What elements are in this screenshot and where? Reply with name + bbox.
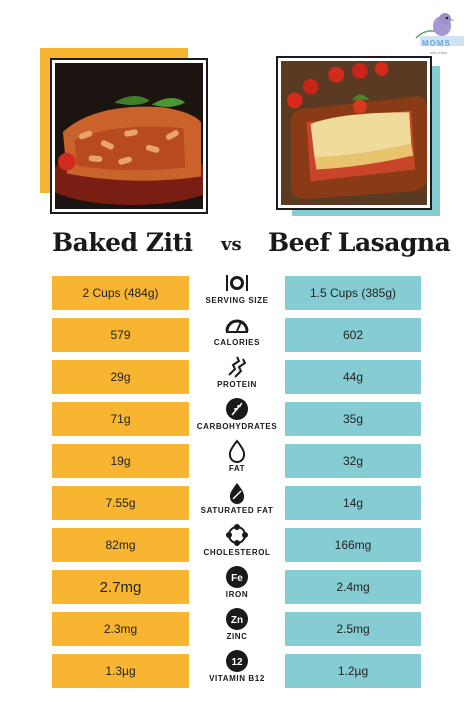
protein-icon [228,356,247,378]
row-calories: 579 CALORIES 602 [0,318,474,352]
vitamin-b12-header: 12 VITAMIN B12 [195,649,279,693]
serving-size-header: SERVING SIZE [195,271,279,315]
baked-ziti-serving-size: 2 Cups (484g) [52,276,189,310]
row-zinc: 2.3mg Zn ZINC 2.5mg [0,608,474,646]
vitamin-b12-icon: 12 [226,650,248,672]
beef-lasagna-serving-size: 1.5 Cups (385g) [285,276,421,310]
calories-label: CALORIES [213,338,261,347]
beef-lasagna-carbohydrates: 35g [285,402,421,436]
baked-ziti-carbohydrates: 71g [52,402,189,436]
baked-ziti-fat: 19g [52,444,189,478]
fat-label: FAT [228,464,246,473]
row-carbohydrates: 71g CARBOHYDRATES 35g [0,398,474,436]
carbohydrates-header: CARBOHYDRATES [195,397,279,441]
row-protein: 29g PROTEIN 44g [0,356,474,394]
calories-header: CALORIES [195,313,279,357]
saturated-fat-header: SATURATED FAT [195,481,279,525]
beef-lasagna-zinc: 2.5mg [285,612,421,646]
serving-size-label: SERVING SIZE [205,296,269,305]
versus-label: vs [221,234,242,255]
zinc-symbol: Zn [231,615,243,626]
right-food-title: Beef Lasagna [268,228,451,257]
saturated-fat-drop-icon [229,483,245,504]
vitamin-b12-symbol: 12 [231,657,243,668]
row-saturated-fat: 7.55g SATURATED FAT 14g [0,483,474,520]
iron-symbol: Fe [231,573,243,584]
zinc-label: ZINC [226,632,248,641]
brand-tagline: who think [430,50,447,55]
iron-icon: Fe [226,566,248,588]
beef-lasagna-fat: 32g [285,444,421,478]
baked-ziti-calories: 579 [52,318,189,352]
zinc-icon: Zn [226,608,248,630]
gauge-icon [225,319,249,333]
saturated-fat-label: SATURATED FAT [200,506,274,515]
left-food-title: Baked Ziti [52,228,193,257]
cholesterol-header: CHOLESTEROL [195,523,279,567]
baked-ziti-protein: 29g [52,360,189,394]
beef-lasagna-photo [276,56,432,210]
baked-ziti-photo [50,58,208,214]
baked-ziti-iron: 2.7mg [52,570,189,604]
cholesterol-icon [226,524,248,546]
vitamin-b12-label: VITAMIN B12 [209,674,265,683]
beef-lasagna-protein: 44g [285,360,421,394]
beef-lasagna-cholesterol: 166mg [285,528,421,562]
baked-ziti-cholesterol: 82mg [52,528,189,562]
fork-knife-plate-icon [226,275,248,291]
row-iron: 2.7mg Fe IRON 2.4mg [0,566,474,604]
beef-lasagna-vitamin-b12: 1.2µg [285,654,421,688]
zinc-header: Zn ZINC [195,607,279,651]
iron-header: Fe IRON [195,565,279,609]
wheat-icon [226,398,248,420]
beef-lasagna-calories: 602 [285,318,421,352]
baked-ziti-saturated-fat: 7.55g [52,486,189,520]
fat-drop-icon [228,439,246,463]
protein-label: PROTEIN [217,380,257,389]
fat-header: FAT [195,439,279,483]
beef-lasagna-iron: 2.4mg [285,570,421,604]
cholesterol-label: CHOLESTEROL [203,548,271,557]
baked-ziti-zinc: 2.3mg [52,612,189,646]
brand-name: MOMS [422,39,451,48]
baked-ziti-vitamin-b12: 1.3µg [52,654,189,688]
row-fat: 19g FAT 32g [0,439,474,478]
row-serving-size: 2 Cups (484g) SERVING SIZE 1.5 Cups (385… [0,275,474,310]
beef-lasagna-saturated-fat: 14g [285,486,421,520]
protein-header: PROTEIN [195,355,279,399]
iron-label: IRON [225,590,249,599]
bird-logo-icon [415,13,464,46]
row-vitamin-b12: 1.3µg 12 VITAMIN B12 1.2µg [0,650,474,688]
carbohydrates-label: CARBOHYDRATES [196,422,278,431]
row-cholesterol: 82mg CHOLESTEROL 166mg [0,524,474,562]
